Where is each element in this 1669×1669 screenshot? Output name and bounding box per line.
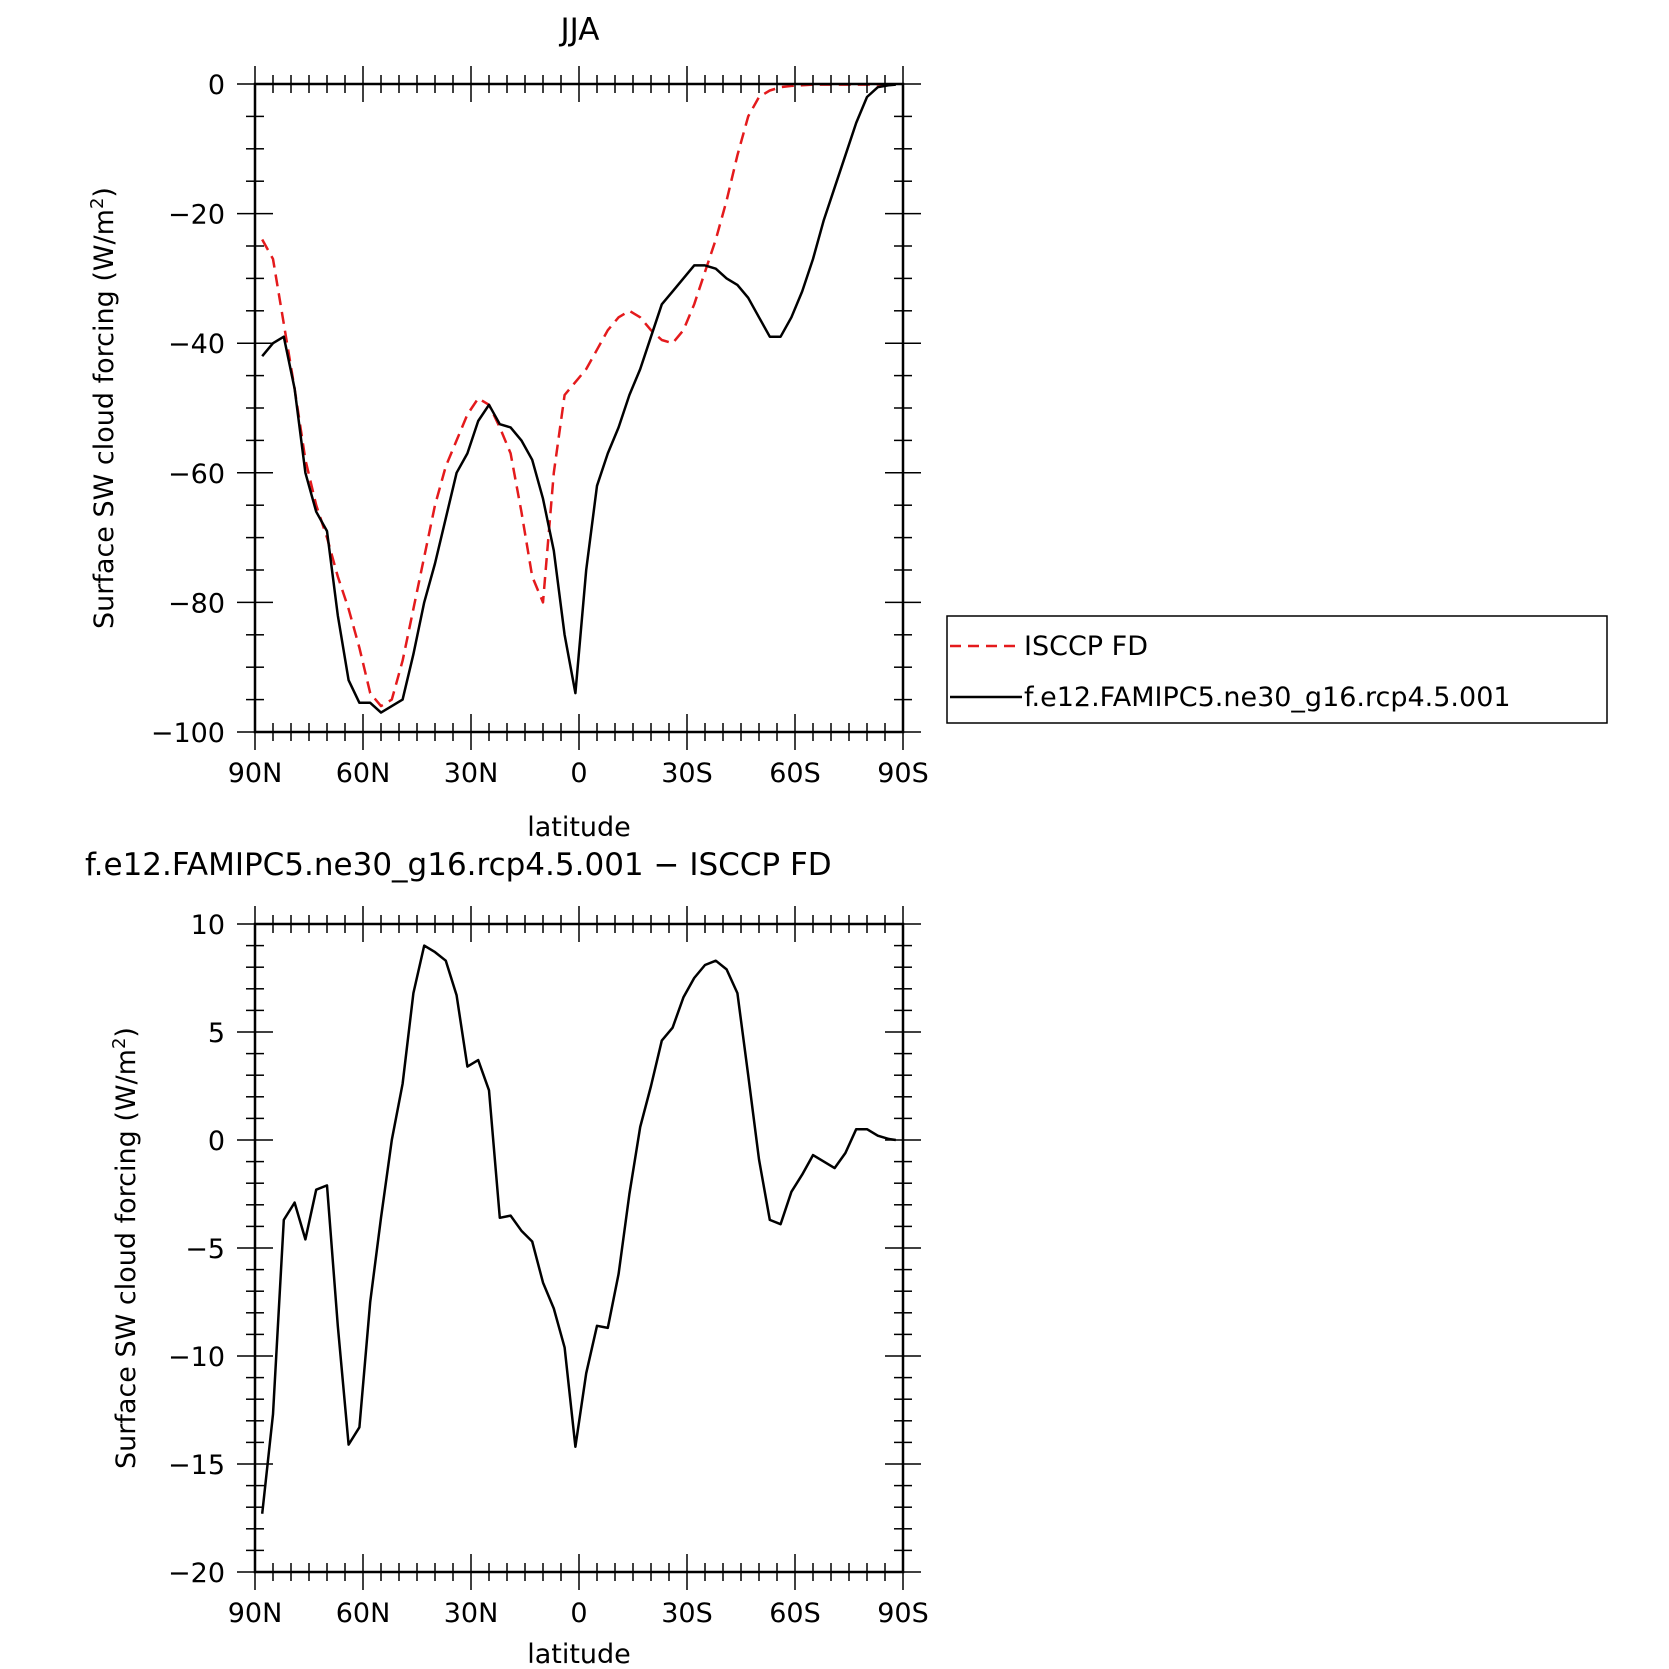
legend: ISCCP FD f.e12.FAMIPC5.ne30_g16.rcp4.5.0… bbox=[946, 615, 1608, 724]
x-tick-label: 90S bbox=[877, 758, 929, 789]
top-series-line-0 bbox=[261, 83, 896, 708]
legend-label-model: f.e12.FAMIPC5.ne30_g16.rcp4.5.001 bbox=[1024, 682, 1511, 713]
top-y-axis-label: Surface SW cloud forcing (W/m2) bbox=[87, 187, 120, 629]
x-tick-label: 90N bbox=[228, 1598, 283, 1629]
top-series-line-1 bbox=[261, 83, 896, 714]
y-tick-label: 0 bbox=[208, 70, 225, 101]
x-tick-label: 30S bbox=[661, 1598, 713, 1629]
y-tick-label: −15 bbox=[168, 1450, 225, 1481]
panel-top-jja: JJA 90N 60N 30N 0 30S 60S 90S 0 −20 −40 −60 −80 −10… bbox=[87, 12, 1608, 843]
bottom-y-axis-label: Surface SW cloud forcing (W/m2) bbox=[109, 1027, 142, 1469]
x-tick-label: 0 bbox=[570, 1598, 587, 1629]
y-tick-label: 5 bbox=[208, 1018, 225, 1049]
x-tick-label: 90N bbox=[228, 758, 283, 789]
x-tick-label: 0 bbox=[570, 758, 587, 789]
x-tick-label: 30S bbox=[661, 758, 713, 789]
y-tick-label: −80 bbox=[168, 588, 225, 619]
top-plot-frame bbox=[253, 82, 905, 734]
bottom-plot-frame bbox=[253, 922, 905, 1574]
y-tick-label: −5 bbox=[185, 1234, 225, 1265]
y-tick-label: −40 bbox=[168, 329, 225, 360]
legend-label-isccp: ISCCP FD bbox=[1024, 631, 1148, 662]
top-chart-title: JJA bbox=[559, 12, 600, 48]
y-tick-label: −10 bbox=[168, 1342, 225, 1373]
x-tick-label: 90S bbox=[877, 1598, 929, 1629]
x-tick-label: 60N bbox=[336, 758, 391, 789]
y-tick-label: −20 bbox=[168, 1558, 225, 1589]
bottom-chart-title: f.e12.FAMIPC5.ne30_g16.rcp4.5.001 − ISCC… bbox=[85, 847, 832, 883]
x-tick-label: 60S bbox=[769, 1598, 821, 1629]
y-tick-label: −100 bbox=[151, 718, 225, 749]
y-tick-label: 0 bbox=[208, 1126, 225, 1157]
y-tick-label: −60 bbox=[168, 459, 225, 490]
panel-bottom-difference: f.e12.FAMIPC5.ne30_g16.rcp4.5.001 − ISCC… bbox=[85, 847, 929, 1669]
legend-box bbox=[946, 615, 1608, 724]
x-tick-label: 60N bbox=[336, 1598, 391, 1629]
y-tick-label: −20 bbox=[168, 200, 225, 231]
x-tick-label: 30N bbox=[444, 758, 499, 789]
x-tick-label: 30N bbox=[444, 1598, 499, 1629]
bot-series-line-0 bbox=[260, 944, 896, 1514]
top-x-axis-label: latitude bbox=[527, 812, 631, 843]
y-tick-label: 10 bbox=[191, 910, 225, 941]
bottom-x-axis-label: latitude bbox=[527, 1639, 631, 1669]
x-tick-label: 60S bbox=[769, 758, 821, 789]
